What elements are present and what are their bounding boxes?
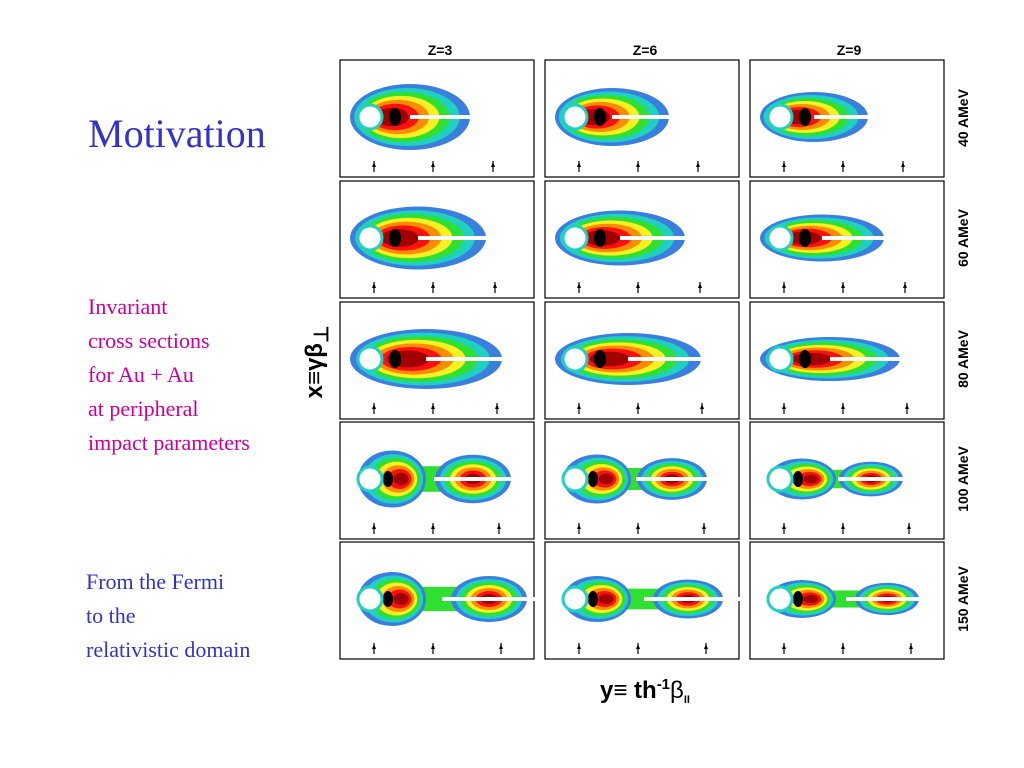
density-panel bbox=[749, 59, 945, 178]
row-label: 40 AMeV bbox=[955, 88, 971, 147]
density-panel bbox=[544, 59, 740, 178]
density-panel bbox=[339, 421, 535, 540]
density-panel bbox=[749, 541, 945, 660]
note-line: to the bbox=[86, 603, 136, 628]
description-line: at peripheral bbox=[88, 396, 199, 421]
column-label: Z=9 bbox=[837, 42, 862, 58]
slide-title: Motivation bbox=[88, 111, 266, 156]
column-label: Z=6 bbox=[633, 42, 658, 58]
svg-text:x≡γβ⊥: x≡γβ⊥ bbox=[301, 326, 333, 399]
density-panel bbox=[339, 541, 544, 660]
description-line: impact parameters bbox=[88, 430, 250, 455]
density-panel bbox=[339, 180, 535, 299]
row-label: 100 AMeV bbox=[955, 446, 971, 512]
density-panel bbox=[339, 59, 535, 178]
panel-grid bbox=[339, 59, 945, 660]
column-label: Z=3 bbox=[428, 42, 453, 58]
energy-range-note: From the Fermi to the relativistic domai… bbox=[86, 565, 250, 667]
description-line: cross sections bbox=[88, 328, 210, 353]
note-line: relativistic domain bbox=[86, 637, 251, 662]
y-axis-label: x≡γβ⊥ bbox=[301, 326, 333, 399]
note-line: From the Fermi bbox=[86, 569, 225, 594]
description-line: Invariant bbox=[88, 294, 168, 319]
row-label: 80 AMeV bbox=[955, 329, 971, 388]
figure-description: Invariant cross sections for Au + Au at … bbox=[88, 290, 250, 460]
density-panel bbox=[544, 541, 743, 660]
density-panel bbox=[749, 421, 945, 540]
density-panel bbox=[544, 421, 740, 540]
density-panel bbox=[544, 301, 740, 420]
density-panel bbox=[749, 180, 945, 299]
density-panel bbox=[749, 301, 945, 420]
density-panel bbox=[544, 180, 740, 299]
x-axis-label: y≡ th-1βII bbox=[600, 676, 690, 706]
density-panel bbox=[339, 301, 535, 420]
row-label: 150 AMeV bbox=[955, 566, 971, 632]
row-label: 60 AMeV bbox=[955, 208, 971, 267]
description-line: for Au + Au bbox=[88, 362, 194, 387]
